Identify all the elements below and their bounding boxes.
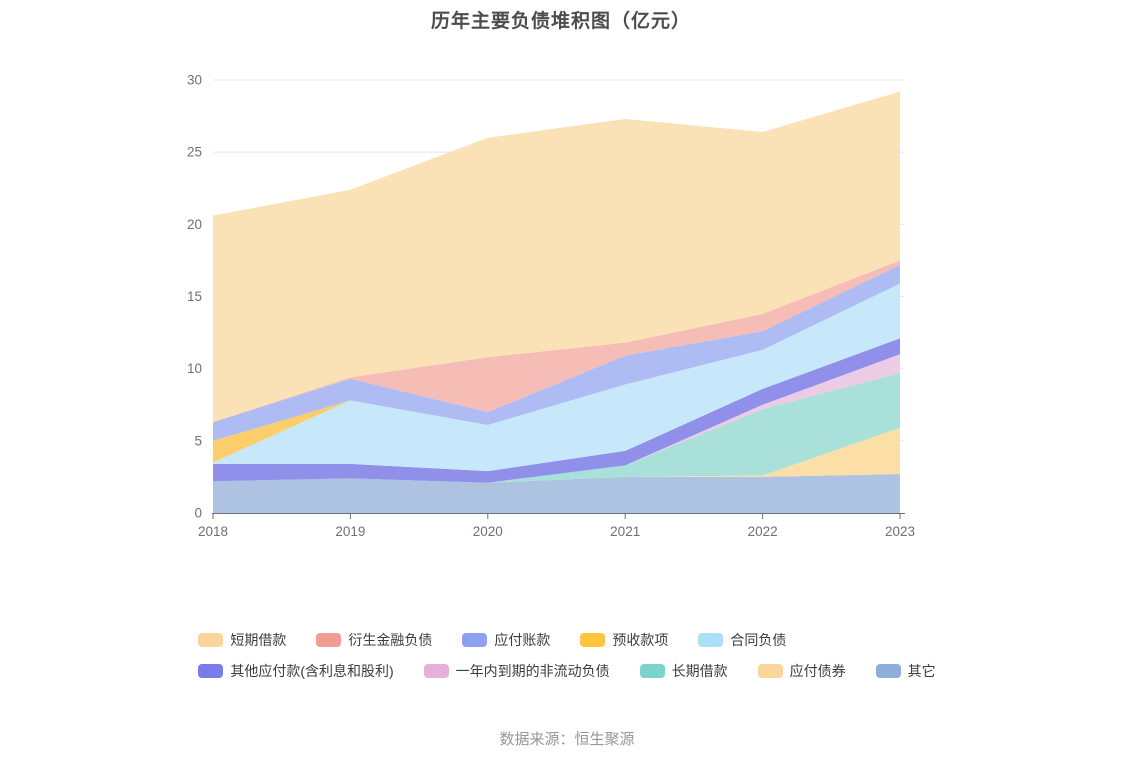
legend-label: 预收款项 [612,632,669,648]
legend-item[interactable]: 衍生金融负债 [316,631,432,649]
area-series [213,91,900,423]
legend-item[interactable]: 合同负债 [698,631,786,649]
legend-swatch-icon [757,664,783,678]
x-axis-tick-label: 2018 [198,524,228,539]
data-source-note: 数据来源：恒生聚源 [499,731,635,748]
legend-label: 应付债券 [789,663,846,679]
legend-label: 合同负债 [730,632,787,648]
legend-label: 短期借款 [230,632,287,648]
legend-row: 其他应付款(含利息和股利) 一年内到期的非流动负债 长期借款 应付债券 其它 [198,662,936,680]
area-series [213,338,900,483]
legend-swatch-icon [316,633,342,647]
legend-swatch-icon [698,633,724,647]
area-series [213,264,900,441]
legend-item[interactable]: 短期借款 [198,631,286,649]
area-series [213,474,900,513]
legend-item[interactable]: 一年内到期的非流动负债 [423,662,610,680]
legend-label: 其他应付款(含利息和股利) [230,663,394,679]
legend-swatch-icon [423,664,449,678]
legend-item[interactable]: 长期借款 [639,662,728,680]
x-axis-tick-label: 2022 [748,524,778,539]
y-axis-tick-label: 20 [187,217,202,232]
chart-title: 历年主要负债堆积图（亿元） [430,11,691,32]
legend-swatch-icon [875,664,901,678]
legend-label: 其它 [907,663,936,679]
legend-item[interactable]: 应付账款 [462,631,550,649]
legend-label: 衍生金融负债 [348,632,433,648]
legend-swatch-icon [639,664,665,678]
x-axis-tick-label: 2021 [610,524,640,539]
legend-row: 短期借款 衍生金融负债 应付账款 预收款项 合同负债 [198,631,786,649]
legend-swatch-icon [462,633,488,647]
legend-item[interactable]: 其它 [875,662,936,680]
area-series [213,260,900,423]
legend-label: 一年内到期的非流动负债 [455,663,610,679]
legend-swatch-icon [198,664,224,678]
area-series [213,372,900,483]
legend-item[interactable]: 应付债券 [757,662,846,680]
y-axis-tick-label: 25 [187,145,202,160]
stacked-area-chart: 0 5 10 15 20 25 30 2018 2019 2020 2021 2022 2023 [187,73,915,540]
legend-swatch-icon [580,633,606,647]
chart-legend: 短期借款 衍生金融负债 应付账款 预收款项 合同负债其他应付款(含利息和股利) 一年内到期… [0,631,1134,680]
x-axis-tick-label: 2023 [885,524,915,539]
y-axis-tick-label: 5 [194,433,202,448]
legend-item[interactable]: 其他应付款(含利息和股利) [198,662,394,680]
legend-label: 应付账款 [494,632,551,648]
legend-item[interactable]: 预收款项 [580,631,668,649]
legend-swatch-icon [198,633,224,647]
y-axis-tick-label: 30 [187,73,202,88]
x-axis-tick-label: 2020 [473,524,503,539]
legend-label: 长期借款 [671,663,728,679]
x-axis-tick-label: 2019 [335,524,365,539]
y-axis-tick-label: 10 [187,361,202,376]
y-axis-tick-label: 0 [194,506,202,521]
y-axis-tick-label: 15 [187,289,202,304]
area-series [213,283,900,472]
